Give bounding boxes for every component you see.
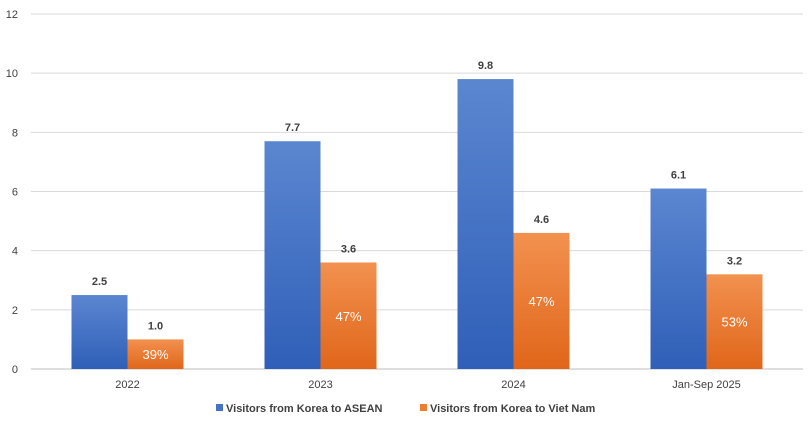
y-tick-label: 0: [12, 364, 18, 376]
legend-swatch: [216, 404, 223, 411]
x-axis: 2022 2023 2024 Jan-Sep 2025: [115, 379, 740, 391]
bar-value-label: 7.7: [285, 122, 300, 134]
bar-value-label: 3.6: [341, 244, 356, 256]
x-category-label: 2024: [501, 379, 525, 391]
share-label: 39%: [142, 347, 168, 362]
share-label: 53%: [721, 315, 747, 330]
bars: [71, 79, 763, 369]
bar-vietnam: [706, 274, 763, 369]
share-label: 47%: [335, 309, 361, 324]
gridlines: [31, 13, 803, 370]
x-category-label: Jan-Sep 2025: [672, 379, 741, 391]
bar-value-label: 9.8: [478, 60, 493, 72]
data-labels: 2.5 1.0 39% 7.7 3.6 47% 9.8 4.6 47% 6.1 3.2 53%: [92, 60, 748, 362]
y-tick-label: 10: [6, 68, 18, 80]
x-category-label: 2023: [308, 379, 332, 391]
share-label: 47%: [528, 294, 554, 309]
bar-vietnam: [320, 262, 377, 369]
legend-label: Visitors from Korea to ASEAN: [226, 403, 383, 415]
bar-asean: [71, 295, 128, 369]
y-tick-label: 2: [12, 305, 18, 317]
bar-vietnam: [513, 232, 570, 369]
bar-value-label: 1.0: [148, 320, 163, 332]
y-tick-label: 12: [6, 9, 18, 21]
bar-asean: [650, 188, 707, 369]
legend-label: Visitors from Korea to Viet Nam: [430, 403, 595, 415]
bar-value-label: 3.2: [727, 255, 742, 267]
y-tick-label: 8: [12, 127, 18, 139]
legend-swatch: [420, 404, 427, 411]
y-tick-label: 4: [12, 246, 18, 258]
bar-asean: [264, 141, 321, 369]
y-tick-label: 6: [12, 187, 18, 199]
x-category-label: 2022: [115, 379, 139, 391]
bar-value-label: 2.5: [92, 276, 107, 288]
y-axis: 0 2 4 6 8 10 12: [6, 9, 18, 376]
bar-vietnam: [127, 339, 184, 369]
bar-asean: [457, 79, 514, 369]
bar-value-label: 4.6: [534, 214, 549, 226]
bar-value-label: 6.1: [671, 170, 686, 182]
legend: Visitors from Korea to ASEAN Visitors fro…: [216, 403, 595, 415]
